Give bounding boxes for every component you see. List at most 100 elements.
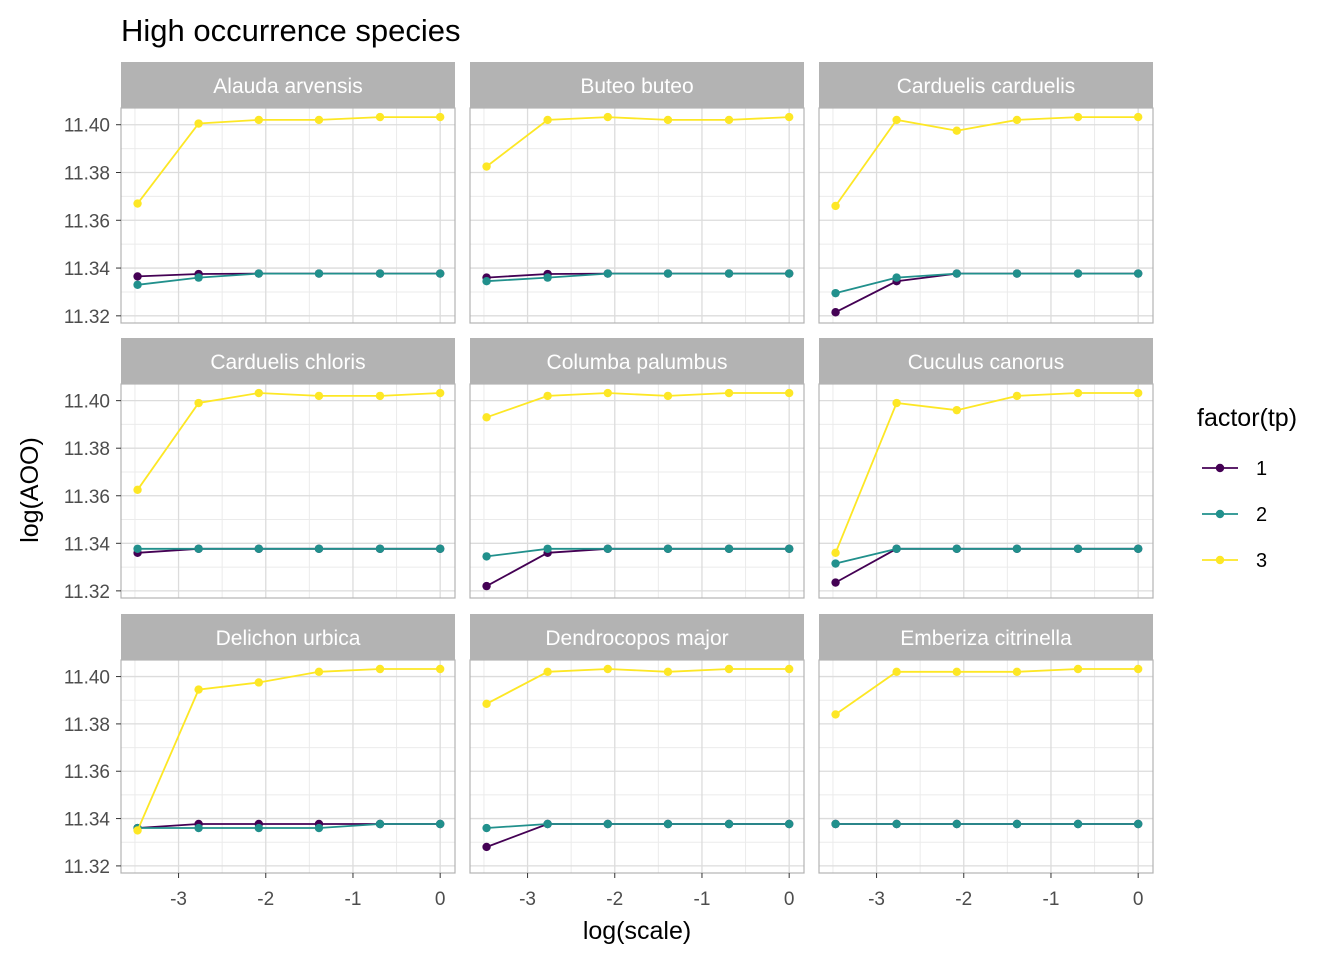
facet-panel: Buteo buteo <box>469 62 805 324</box>
data-point <box>724 115 734 125</box>
data-point <box>952 667 961 677</box>
x-tick-label: -1 <box>1043 889 1060 910</box>
series-line <box>834 392 1139 554</box>
facet-panel: Carduelis carduelis <box>818 62 1154 324</box>
data-point <box>543 115 552 125</box>
data-point <box>831 308 840 317</box>
data-point <box>1012 667 1022 677</box>
data-point <box>194 685 203 694</box>
data-point <box>194 119 203 128</box>
data-point <box>543 544 552 553</box>
facet-panel: Alauda arvensis <box>120 62 456 324</box>
data-point <box>724 664 734 674</box>
panel-border <box>818 659 1154 874</box>
y-tick-label: 11.38 <box>64 164 110 185</box>
y-tick-label: 11.34 <box>64 534 111 555</box>
data-point <box>831 578 840 587</box>
data-point <box>892 819 901 829</box>
y-axis-ticks: 11.32 11.34 11.36 11.38 11.40 11.32 11.34 11.36… <box>64 116 121 878</box>
data-point <box>314 823 324 833</box>
data-point <box>1073 544 1083 553</box>
data-point <box>375 819 385 829</box>
legend-key-point <box>1215 509 1225 519</box>
x-axis-title: log(scale) <box>583 917 691 945</box>
data-point <box>603 664 612 674</box>
data-point <box>952 405 961 415</box>
data-point <box>603 269 612 278</box>
data-point <box>194 544 203 553</box>
data-point <box>892 667 901 677</box>
series-line <box>835 547 1139 565</box>
legend-label: 1 <box>1256 458 1267 480</box>
data-point <box>952 544 961 553</box>
data-point <box>482 823 491 833</box>
data-point <box>375 664 385 674</box>
y-tick-label: 11.32 <box>64 307 110 328</box>
data-point <box>724 388 734 398</box>
facet-strip-label: Buteo buteo <box>580 75 693 98</box>
series-line <box>486 547 790 558</box>
facet-panel: Cuculus canorus <box>818 338 1154 599</box>
data-point <box>482 699 491 708</box>
x-tick-label: 0 <box>435 889 446 910</box>
data-point <box>254 388 263 398</box>
data-point <box>254 823 263 833</box>
data-point <box>543 273 552 282</box>
x-tick-label: -3 <box>868 889 885 910</box>
data-point <box>1133 269 1143 278</box>
legend-key-point <box>1215 555 1225 565</box>
chart-title: High occurrence species <box>121 13 460 48</box>
series-line <box>136 116 441 205</box>
series-line <box>486 116 790 168</box>
data-point <box>952 126 961 135</box>
x-tick-label: -3 <box>170 889 187 910</box>
series-line <box>486 823 790 848</box>
panel-border <box>469 107 805 324</box>
facet-panel: Emberiza citrinella <box>818 614 1154 874</box>
panel-border <box>818 107 1154 324</box>
y-axis-title: log(AOO) <box>16 437 44 543</box>
data-point <box>133 280 142 289</box>
data-point <box>375 391 385 401</box>
y-tick-label: 11.36 <box>64 487 110 508</box>
facet-strip <box>819 62 1153 108</box>
y-tick-label: 11.36 <box>64 211 110 232</box>
data-point <box>543 667 552 677</box>
x-tick-label: 0 <box>784 889 795 910</box>
data-point <box>1073 269 1083 278</box>
facet-strip-label: Delichon urbica <box>216 627 361 650</box>
data-point <box>831 559 840 568</box>
data-point <box>603 112 612 122</box>
data-point <box>831 201 840 211</box>
data-point <box>435 544 445 553</box>
series-line <box>486 668 790 705</box>
data-point <box>194 398 203 408</box>
series-line <box>486 392 790 419</box>
data-point <box>663 667 673 677</box>
data-point <box>1073 388 1083 398</box>
data-point <box>784 388 794 398</box>
series-line <box>136 392 441 491</box>
facet-panel: Delichon urbica <box>120 614 456 874</box>
facet-panel: Columba palumbus <box>469 338 805 599</box>
data-point <box>831 288 840 298</box>
facet-panel: Carduelis chloris <box>120 338 456 599</box>
data-point <box>194 273 203 282</box>
series-line <box>834 116 1139 207</box>
data-point <box>435 388 445 398</box>
panel-border <box>469 659 805 874</box>
facet-strip <box>121 62 455 108</box>
facet-strip <box>470 338 804 384</box>
panel-border <box>469 383 805 599</box>
legend-label: 2 <box>1256 504 1267 526</box>
facet-strip-label: Dendrocopos major <box>545 627 728 650</box>
facet-panel: Dendrocopos major <box>469 614 805 874</box>
data-point <box>435 664 445 674</box>
series-line <box>835 547 1139 584</box>
data-point <box>952 269 961 278</box>
data-point <box>133 826 142 835</box>
facet-strip-label: Columba palumbus <box>547 351 728 374</box>
y-tick-label: 11.32 <box>64 857 110 878</box>
data-point <box>482 413 491 422</box>
y-tick-label: 11.34 <box>64 259 111 280</box>
